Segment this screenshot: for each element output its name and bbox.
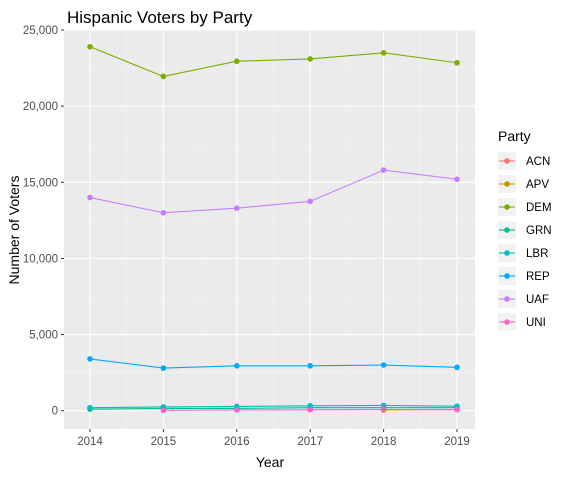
data-point-dem	[380, 50, 387, 56]
legend-point-lbr	[504, 250, 510, 256]
data-point-rep	[234, 362, 240, 369]
data-point-uni	[380, 406, 387, 413]
legend-label-uni: UNI	[526, 317, 546, 329]
series-line-grn	[89, 407, 457, 410]
chart-title: Hispanic Voters by Party	[67, 8, 253, 27]
x-tick-label: 2015	[151, 436, 177, 448]
legend-label-dem: DEM	[526, 202, 552, 214]
data-point-uaf	[87, 194, 93, 201]
data-point-uaf	[160, 209, 167, 216]
data-point-uni	[160, 407, 167, 414]
data-point-uni	[307, 407, 314, 413]
series-line-dem	[89, 46, 458, 78]
series-line-uaf	[89, 169, 458, 214]
legend-label-rep: REP	[526, 271, 550, 283]
data-point-rep	[454, 364, 460, 371]
series-line-rep	[89, 358, 458, 369]
data-point-lbr	[380, 402, 387, 409]
y-tick-label: 10,000	[23, 253, 58, 265]
data-point-lbr	[87, 404, 93, 411]
data-point-dem	[87, 43, 93, 50]
axes: 0 5,000 10,000 15,000 20,000 25,000 2014 2015 20…	[23, 25, 470, 448]
legend-point-uni	[504, 319, 510, 325]
y-tick-label: 20,000	[23, 101, 58, 113]
legend-label-grn: GRN	[526, 225, 552, 237]
x-axis-title: Year	[256, 454, 285, 470]
legend-label-acn: ACN	[526, 156, 550, 168]
data-point-uni	[454, 406, 460, 413]
data-point-uni	[234, 407, 240, 413]
x-tick-label: 2014	[77, 436, 103, 448]
legend-title: Party	[498, 128, 531, 144]
legend-point-dem	[504, 204, 510, 210]
grid	[64, 29, 475, 429]
data-point-rep	[160, 365, 167, 371]
data-point-dem	[160, 73, 167, 80]
data-point-rep	[307, 362, 314, 369]
legend-label-lbr: LBR	[526, 248, 548, 260]
x-tick-label: 2017	[297, 436, 323, 448]
data-point-lbr	[307, 403, 314, 409]
legend-point-acn	[504, 158, 510, 164]
data-point-uaf	[380, 167, 387, 173]
y-tick-label: 25,000	[23, 25, 58, 37]
series-line-lbr	[89, 404, 458, 409]
legend: Party ACN APV DEM GRN LBR REP UAF UNI	[498, 128, 552, 331]
legend-label-uaf: UAF	[526, 294, 549, 306]
series-layer	[87, 43, 460, 414]
data-point-uaf	[454, 176, 460, 183]
plot-panel	[64, 30, 475, 429]
data-point-uaf	[307, 198, 314, 205]
data-point-dem	[454, 59, 460, 66]
x-tick-label: 2019	[444, 436, 470, 448]
y-tick-label: 0	[52, 406, 58, 418]
data-point-uaf	[234, 205, 240, 211]
data-point-dem	[307, 56, 314, 62]
data-point-rep	[87, 356, 93, 362]
y-tick-label: 15,000	[23, 177, 58, 189]
y-axis-title: Number of Voters	[6, 176, 22, 285]
data-point-dem	[234, 58, 240, 65]
y-tick-label: 5,000	[29, 330, 58, 342]
x-tick-label: 2016	[224, 436, 250, 448]
x-tick-label: 2018	[371, 436, 397, 448]
data-point-rep	[380, 362, 387, 368]
legend-point-grn	[504, 227, 510, 233]
legend-point-rep	[504, 273, 510, 279]
legend-point-apv	[504, 181, 510, 187]
legend-point-uaf	[504, 296, 510, 302]
legend-label-apv: APV	[526, 179, 549, 191]
